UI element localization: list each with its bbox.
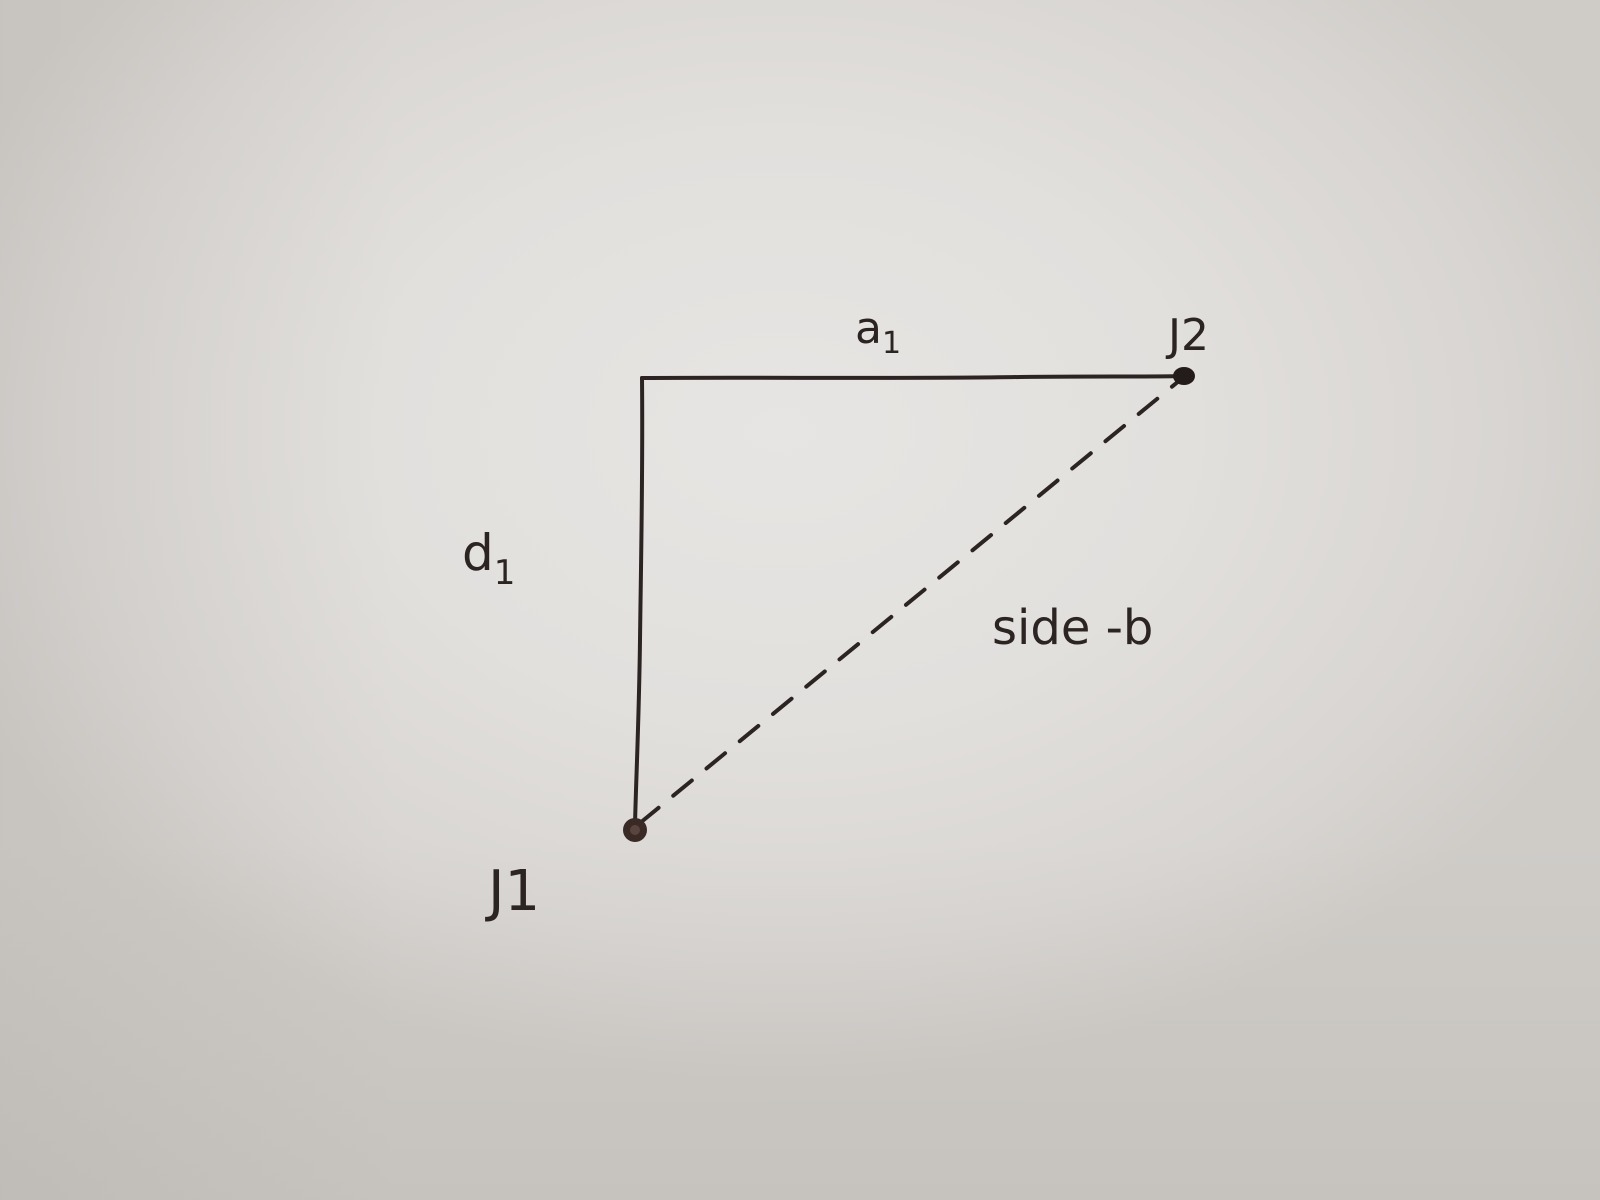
- label-d1: d1: [462, 524, 515, 593]
- label-j2: J2: [1165, 310, 1209, 361]
- side-a1-line: [640, 374, 1187, 380]
- joint-j1-point-center: [630, 825, 640, 835]
- side-b-dashed-line: [638, 374, 1187, 825]
- label-a1: a1: [855, 303, 901, 361]
- label-side-b: side -b: [992, 600, 1153, 656]
- joint-j2-point: [1173, 367, 1195, 385]
- label-j1: J1: [485, 859, 540, 924]
- side-d1-line: [633, 376, 645, 827]
